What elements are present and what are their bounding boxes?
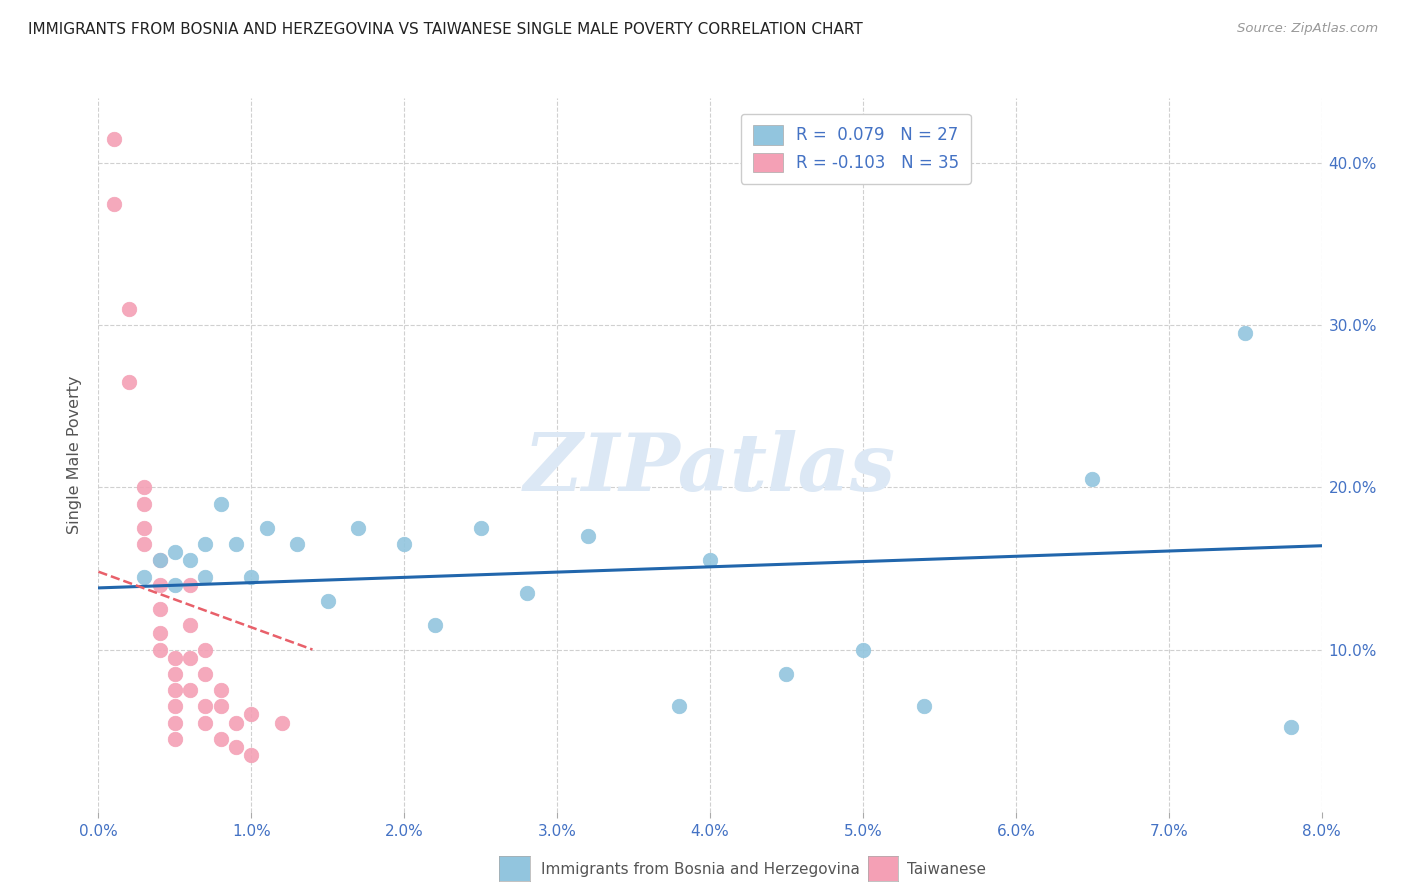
Point [209, 699, 232, 714]
Text: Taiwanese: Taiwanese [907, 863, 986, 877]
Point [225, 715, 247, 730]
Point [316, 594, 339, 608]
Point [285, 537, 308, 551]
Point [516, 586, 538, 600]
Point [194, 715, 217, 730]
Point [240, 707, 263, 722]
Point [118, 375, 141, 389]
Point [775, 666, 797, 681]
Point [179, 650, 201, 665]
Point [179, 577, 201, 591]
Point [225, 739, 247, 754]
Point [1234, 326, 1257, 341]
Point [149, 642, 172, 657]
Point [194, 537, 217, 551]
Point [163, 699, 186, 714]
Y-axis label: Single Male Poverty: Single Male Poverty [67, 376, 83, 534]
Point [1279, 720, 1302, 734]
Point [149, 577, 172, 591]
Text: Source: ZipAtlas.com: Source: ZipAtlas.com [1237, 22, 1378, 36]
Point [103, 196, 125, 211]
Point [163, 666, 186, 681]
Point [225, 537, 247, 551]
Point [134, 497, 156, 511]
Point [163, 731, 186, 746]
Text: IMMIGRANTS FROM BOSNIA AND HERZEGOVINA VS TAIWANESE SINGLE MALE POVERTY CORRELAT: IMMIGRANTS FROM BOSNIA AND HERZEGOVINA V… [28, 22, 863, 37]
Point [134, 480, 156, 494]
Point [194, 699, 217, 714]
Point [423, 618, 446, 632]
Point [209, 731, 232, 746]
Point [163, 545, 186, 559]
Point [668, 699, 690, 714]
Point [256, 521, 278, 535]
Point [392, 537, 416, 551]
Point [699, 553, 721, 567]
Point [163, 715, 186, 730]
Point [103, 131, 125, 145]
Point [118, 301, 141, 316]
Point [852, 642, 875, 657]
Point [270, 715, 294, 730]
Point [163, 650, 186, 665]
Point [209, 683, 232, 698]
Point [149, 553, 172, 567]
Text: ZIPatlas: ZIPatlas [524, 431, 896, 508]
Text: Immigrants from Bosnia and Herzegovina: Immigrants from Bosnia and Herzegovina [541, 863, 860, 877]
Point [149, 602, 172, 616]
Point [209, 497, 232, 511]
Point [179, 553, 201, 567]
Point [179, 683, 201, 698]
Point [163, 577, 186, 591]
Point [1081, 472, 1104, 486]
Point [194, 642, 217, 657]
Point [240, 569, 263, 583]
Point [134, 569, 156, 583]
Point [149, 553, 172, 567]
Point [240, 747, 263, 762]
Point [576, 529, 599, 543]
Point [194, 569, 217, 583]
Legend: R =  0.079   N = 27, R = -0.103   N = 35: R = 0.079 N = 27, R = -0.103 N = 35 [741, 113, 970, 184]
Point [194, 666, 217, 681]
Point [149, 626, 172, 640]
Point [470, 521, 492, 535]
Point [134, 537, 156, 551]
Point [134, 521, 156, 535]
Point [912, 699, 935, 714]
Point [163, 683, 186, 698]
Point [179, 618, 201, 632]
Point [347, 521, 370, 535]
